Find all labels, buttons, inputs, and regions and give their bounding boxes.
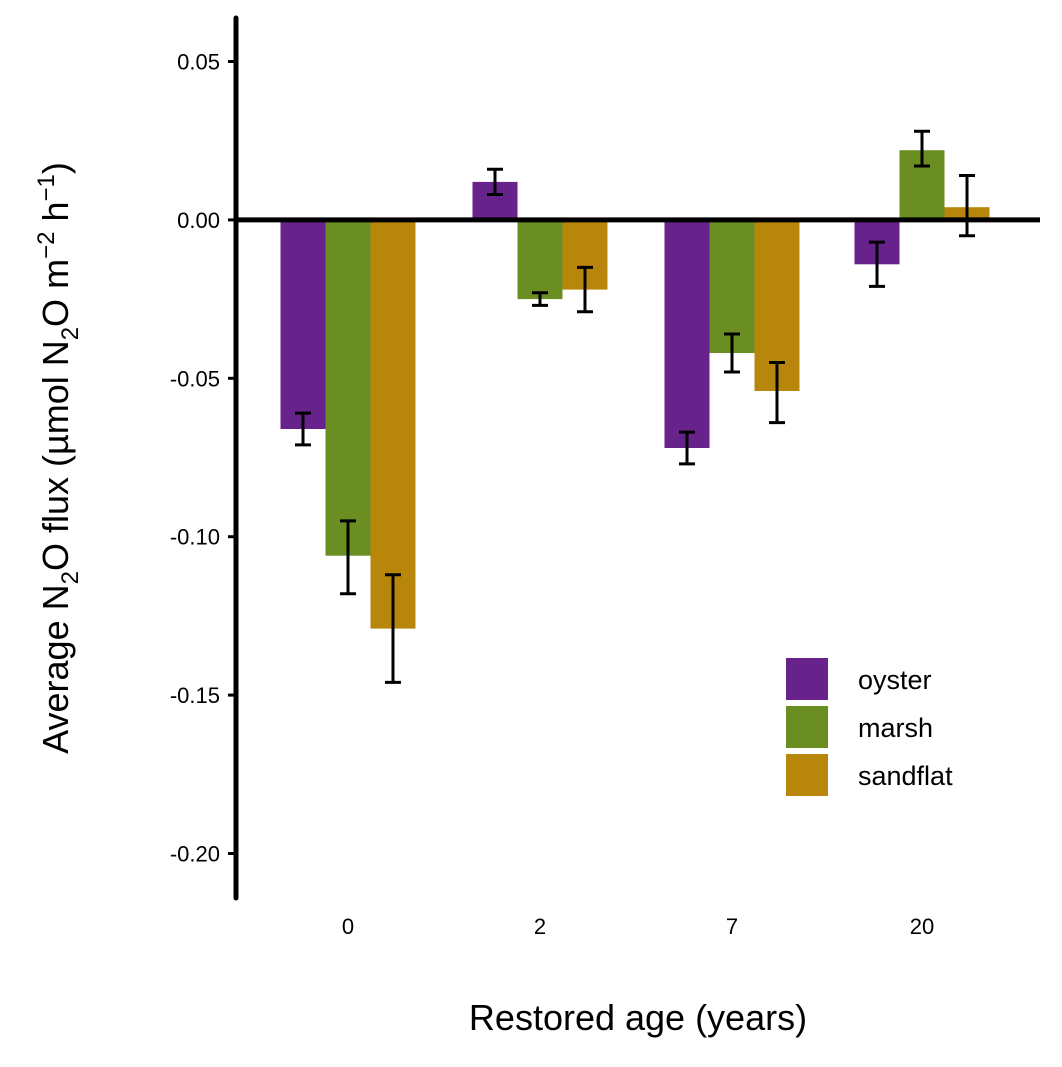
y-axis-title-part: −2 (33, 232, 60, 259)
legend-swatch-sandflat (786, 754, 828, 796)
x-axis-title: Restored age (years) (469, 997, 807, 1038)
error-bar-sandflat-7 (769, 360, 785, 425)
y-axis-title-part: O m (35, 259, 76, 327)
y-axis-title-part: ) (35, 162, 76, 174)
error-bar-oyster-2 (487, 167, 503, 197)
y-axis-title-part: −1 (33, 174, 60, 201)
error-bar-sandflat-2 (577, 265, 593, 314)
x-tick-label: 20 (910, 914, 934, 939)
error-bar-oyster-20 (869, 240, 885, 288)
legend-swatch-marsh (786, 706, 828, 748)
error-bar-marsh-20 (914, 129, 930, 168)
bar-marsh-0 (325, 219, 371, 556)
y-tick-label: -0.10 (170, 525, 220, 550)
y-tick-label: 0.05 (177, 50, 220, 75)
y-tick-label: 0.00 (177, 208, 220, 233)
legend-label-sandflat: sandflat (858, 761, 953, 791)
bar-oyster-0 (280, 219, 326, 429)
x-tick-label: 7 (726, 914, 738, 939)
error-bar-sandflat-20 (959, 174, 975, 238)
bar-sandflat-0 (370, 219, 416, 629)
error-bar-marsh-0 (340, 519, 356, 596)
bar-marsh-7 (709, 219, 755, 353)
x-tick-label: 2 (534, 914, 546, 939)
y-tick-label: -0.05 (170, 366, 220, 391)
error-bar-oyster-7 (679, 430, 695, 466)
y-axis-title-part: h (35, 202, 76, 232)
y-tick-label: -0.20 (170, 842, 220, 867)
legend-label-marsh: marsh (858, 713, 933, 743)
y-axis-title-part: 2 (57, 571, 84, 584)
bar-oyster-7 (664, 219, 710, 448)
error-bar-oyster-0 (295, 411, 311, 447)
error-bar-marsh-2 (532, 291, 548, 307)
error-bar-sandflat-0 (385, 573, 401, 684)
y-axis-title-part: O flux (µmol N (35, 340, 76, 571)
bar-marsh-2 (517, 219, 563, 300)
y-axis-title-part: Average N (35, 584, 76, 753)
legend-label-oyster: oyster (858, 665, 932, 695)
x-tick-label: 0 (342, 914, 354, 939)
y-tick-label: -0.15 (170, 683, 220, 708)
y-axis-title: Average N2O flux (µmol N2O m−2 h−1) (33, 162, 84, 754)
y-axis-title-part: 2 (57, 327, 84, 340)
legend-swatch-oyster (786, 658, 828, 700)
error-bar-marsh-7 (724, 332, 740, 374)
